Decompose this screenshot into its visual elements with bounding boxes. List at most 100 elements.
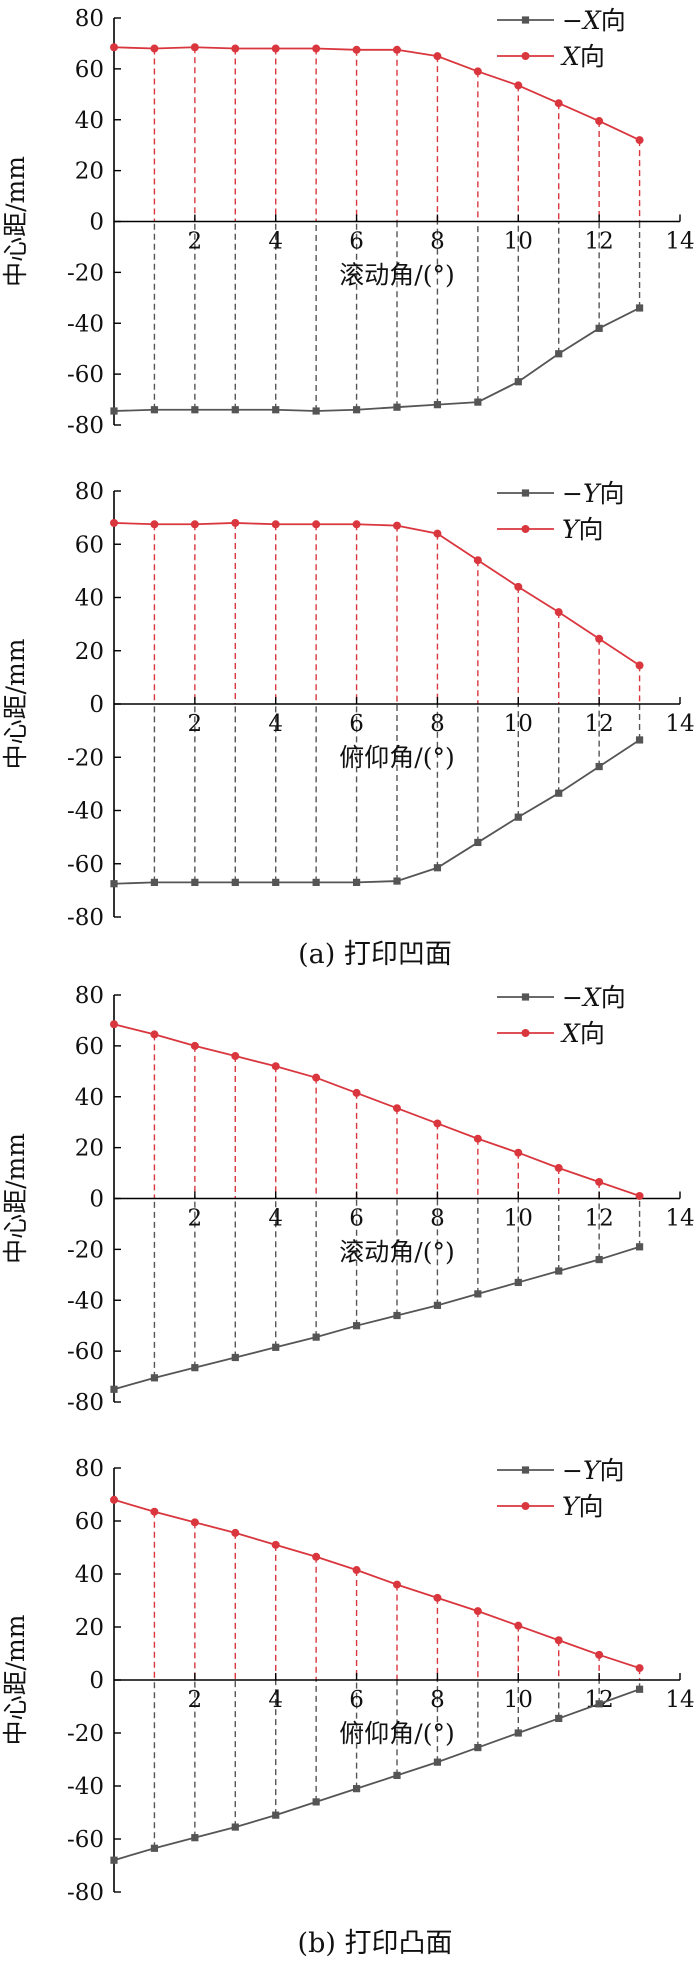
data-point <box>474 838 482 847</box>
y-tick-label: -80 <box>67 413 104 439</box>
y-tick-label: 60 <box>75 532 104 558</box>
data-point <box>150 1507 159 1516</box>
legend-label: X向 <box>560 42 605 71</box>
data-point <box>393 521 401 530</box>
series-line-2 <box>113 46 640 141</box>
data-point <box>150 1374 159 1382</box>
data-point <box>352 520 361 529</box>
data-point <box>150 1030 159 1039</box>
x-tick-label: 10 <box>504 1206 533 1232</box>
data-point <box>312 520 321 529</box>
data-point <box>473 1134 482 1143</box>
data-point <box>433 52 442 61</box>
legend-suffix: 向 <box>599 479 624 508</box>
data-point <box>635 1664 644 1673</box>
x-tick-label: 14 <box>665 1206 694 1232</box>
legend-variable: Y <box>583 479 602 508</box>
y-tick-label: 20 <box>75 1136 104 1162</box>
data-point <box>595 1700 603 1708</box>
data-point <box>635 304 644 312</box>
y-axis-label: 中心距/mm <box>1 1614 30 1745</box>
x-tick-label: 12 <box>585 711 614 737</box>
data-point <box>150 44 159 53</box>
legend-prefix: − <box>562 983 583 1012</box>
data-point <box>352 1785 361 1793</box>
x-tick-label: 6 <box>349 1206 364 1232</box>
y-tick-label: 20 <box>75 159 104 185</box>
data-point <box>352 406 361 414</box>
data-point <box>554 99 563 108</box>
data-point <box>191 406 199 414</box>
legend-label: Y向 <box>562 1492 604 1521</box>
data-point <box>231 1823 239 1831</box>
x-tick-label: 4 <box>268 711 283 737</box>
legend-variable: X <box>581 6 602 35</box>
chart-panel-1: 80 60 40 20 0 -20 -40 -60 -80 2 4 6 8 10 12 14 滚动角/(°) 中心… <box>1 6 695 439</box>
y-tick-label: 80 <box>75 479 104 505</box>
data-point <box>150 1844 159 1852</box>
legend-suffix: 向 <box>579 1492 604 1521</box>
x-tick-label: 6 <box>349 1687 364 1713</box>
data-point <box>433 1593 442 1602</box>
legend-suffix: 向 <box>579 515 604 544</box>
legend-label: Y向 <box>562 515 604 544</box>
data-point <box>514 378 522 386</box>
legend-marker <box>521 52 530 60</box>
y-axis-label: 中心距/mm <box>1 156 30 287</box>
y-tick-label: -80 <box>67 1390 104 1416</box>
legend-suffix: 向 <box>599 1456 624 1485</box>
y-tick-label: -60 <box>67 362 104 388</box>
data-point <box>231 1353 239 1362</box>
data-point <box>352 45 361 54</box>
series-line-1 <box>113 1245 640 1391</box>
y-tick-label: 40 <box>75 1562 104 1588</box>
y-tick-label: -60 <box>67 852 104 878</box>
x-tick-label: 14 <box>665 229 694 255</box>
data-point <box>635 1243 644 1251</box>
data-point <box>312 1798 320 1806</box>
data-point <box>110 880 118 888</box>
legend-variable: Y <box>562 515 581 544</box>
x-tick-label: 6 <box>349 711 364 737</box>
series-line-1 <box>113 739 641 885</box>
data-point <box>433 1758 442 1766</box>
y-tick-label: -20 <box>67 1721 104 1747</box>
data-point <box>150 406 159 414</box>
data-point <box>514 1729 522 1737</box>
series-line-2 <box>113 1498 640 1669</box>
y-tick-label: -40 <box>67 311 104 337</box>
x-axis-label: 滚动角/(°) <box>339 1238 454 1267</box>
legend-variable: Y <box>562 1492 581 1521</box>
data-point <box>554 608 563 617</box>
y-tick-label: 40 <box>75 108 104 134</box>
data-point <box>231 406 239 414</box>
data-point <box>110 1020 118 1029</box>
data-point <box>635 136 644 145</box>
series-line-1 <box>113 307 640 412</box>
x-tick-label: 10 <box>504 1687 533 1713</box>
data-point <box>190 43 199 52</box>
y-axis-label: 中心距/mm <box>1 1133 30 1264</box>
data-point <box>393 877 401 885</box>
x-tick-label: 8 <box>430 711 445 737</box>
data-point <box>190 1041 199 1050</box>
data-point <box>231 44 240 53</box>
data-point <box>514 1621 523 1630</box>
y-tick-label: -20 <box>67 745 104 771</box>
data-point <box>393 1771 401 1779</box>
data-point <box>190 1518 199 1527</box>
data-point <box>150 878 159 886</box>
y-tick-label: -40 <box>67 799 104 825</box>
data-point <box>595 1255 603 1264</box>
data-point <box>595 1177 604 1186</box>
x-tick-label: 6 <box>349 229 364 255</box>
data-point <box>272 878 280 886</box>
legend-marker <box>521 16 530 24</box>
legend-marker <box>521 1502 530 1510</box>
data-point <box>312 44 321 53</box>
caption-b: (b) 打印凸面 <box>298 1928 453 1959</box>
data-point <box>595 634 604 643</box>
data-point <box>272 1343 280 1351</box>
x-tick-label: 2 <box>188 711 203 737</box>
